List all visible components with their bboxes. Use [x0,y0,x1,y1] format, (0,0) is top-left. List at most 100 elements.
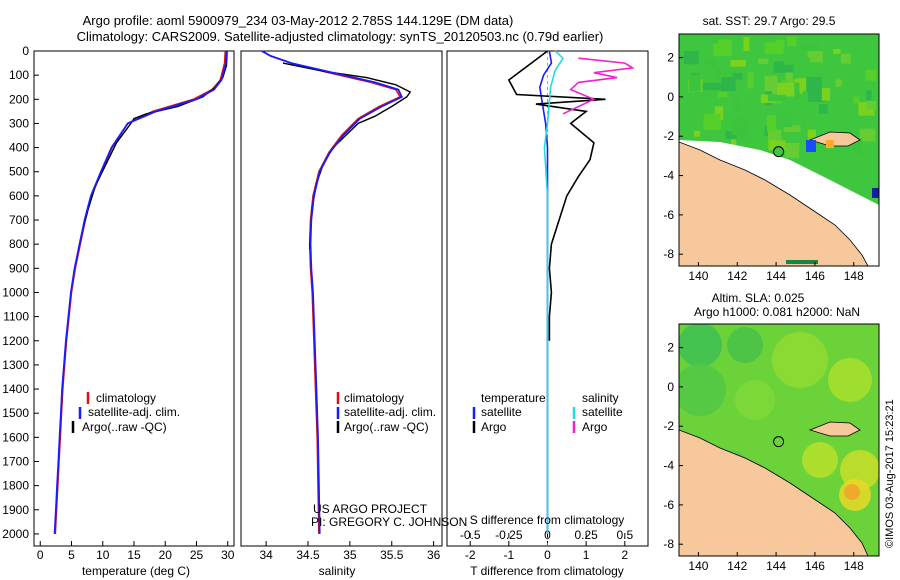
sla-map-frame [678,323,880,557]
climatology-temperature-line [54,50,227,534]
difference-legend: temperature salinity satellite Argo sate… [472,391,623,434]
sst-cell [764,75,778,92]
depth-tick-label: 400 [9,141,29,155]
map-lon-label: 144 [766,269,786,283]
x-tick-label: 10 [96,548,110,562]
sst-cell [732,98,740,112]
sla-blob [828,358,872,402]
sst-cell [747,72,754,89]
sst-cell [705,58,717,65]
x-tick-label: -2 [465,548,476,562]
depth-tick-label: 1400 [2,382,29,396]
s-difference-axis-label: S difference from climatology [470,513,625,527]
salinity-legend: climatology satellite-adj. clim. Argo(..… [336,391,436,434]
sst-cell [807,42,820,51]
difference-panel: -2 -1 0 1 2 -0.5 -0.25 0 0.25 0.5 T difference fr… [446,50,649,578]
map-lon-label: 148 [844,559,864,573]
x-tick-label: 0.5 [616,528,633,542]
depth-tick-label: 900 [9,261,29,275]
legend-s-satellite-label: satellite [582,405,623,419]
satellite-temperature-line [53,50,228,534]
sst-cell [720,77,736,92]
sst-cell [866,90,872,101]
sst-orange-cell [826,140,834,148]
depth-tick-label: 300 [9,116,29,130]
x-tick-label: 2 [621,548,628,562]
x-tick-label: 5 [68,548,75,562]
map-lon-label: 146 [805,269,825,283]
map-lat-label: -2 [663,419,674,433]
sst-cell [783,125,801,133]
sst-cell [767,115,777,132]
sst-cell [835,79,842,87]
s-argo-difference-line [562,57,635,115]
sst-map-panel: sat. SST: 29.7 Argo: 29.5 140 142 144 146 14… [663,14,880,283]
legend-t-satellite-label: satellite [481,405,522,419]
map-lat-label: -2 [663,129,674,143]
sst-texture [683,36,877,158]
sla-blob [679,364,726,416]
sst-blue-cell [806,140,816,152]
sst-cell [785,142,800,158]
sla-map-panel: Altim. SLA: 0.025 Argo h1000: 0.081 h200… [663,291,880,573]
x-tick-label: 30 [221,548,235,562]
sla-blob [772,332,828,388]
difference-x-axis: -2 -1 0 1 2 -0.5 -0.25 0 0.25 0.5 [460,528,634,562]
sst-cell [713,39,732,57]
salinity-axis-label: salinity [319,564,356,578]
sla-map-title-line1: Altim. SLA: 0.025 [712,291,805,305]
sst-cell [807,129,816,145]
map-lat-label: 0 [667,90,674,104]
map-lon-label: 148 [844,269,864,283]
sst-cell [821,88,831,101]
map-lat-label: 2 [667,51,674,65]
salinity-plot-frame [240,50,443,547]
legend-t-argo-label: Argo [481,420,507,434]
credit-pi: PI: GREGORY C. JOHNSON [311,515,467,529]
sst-cell [818,104,828,114]
legend-salinity-title: salinity [582,391,619,405]
temperature-profiles [53,50,228,534]
x-tick-label: 35.5 [380,548,404,562]
new-guinea-land [679,429,869,556]
sst-navy-cell [872,188,879,198]
sst-cell [787,36,797,46]
map-lat-label: -6 [663,208,674,222]
sst-cell [689,74,701,92]
sst-cell [705,113,719,131]
depth-tick-label: 100 [9,68,29,82]
legend-satellite-label: satellite-adj. clim. [344,405,436,419]
sst-map-frame [678,33,880,267]
sst-cell [776,111,793,128]
depth-tick-label: 1900 [2,503,29,517]
sst-cell [760,94,776,103]
t-difference-axis-label: T difference from climatology [470,564,624,578]
map-lon-label: 142 [727,269,747,283]
temperature-plot-frame [33,50,235,547]
sst-cell [715,67,721,80]
map-lon-label: 140 [688,269,708,283]
sst-map-title: sat. SST: 29.7 Argo: 29.5 [703,14,836,28]
depth-tick-label: 1700 [2,454,29,468]
map-lat-label: -8 [663,537,674,551]
map-lon-label: 144 [766,559,786,573]
t-argo-difference-line [507,50,606,341]
sla-map-axes: 140 142 144 146 148 2 0 -2 -4 -6 -8 [663,341,864,573]
sst-cell [757,58,769,64]
sla-blob [802,442,838,478]
sst-cell [793,82,800,100]
salinity-panel: 34 34.5 35 35.5 36 salinity climatology sate… [240,50,467,578]
x-tick-label: 0 [544,528,551,542]
x-tick-label: 0.25 [574,528,598,542]
x-tick-label: 35 [343,548,357,562]
sla-blob [735,380,775,420]
argo-salinity-line [282,62,412,250]
legend-temperature-title: temperature [481,391,546,405]
legend-s-argo-label: Argo [582,420,608,434]
map-lat-label: -4 [663,459,674,473]
temperature-panel: 0100200300400500600700800900100011001200… [2,44,234,578]
sst-cell [732,72,743,80]
figure-title-line2: Climatology: CARS2009. Satellite-adjuste… [77,29,604,44]
temperature-legend: climatology satellite-adj. clim. Argo(..… [71,391,180,434]
new-britain-island [808,421,861,437]
